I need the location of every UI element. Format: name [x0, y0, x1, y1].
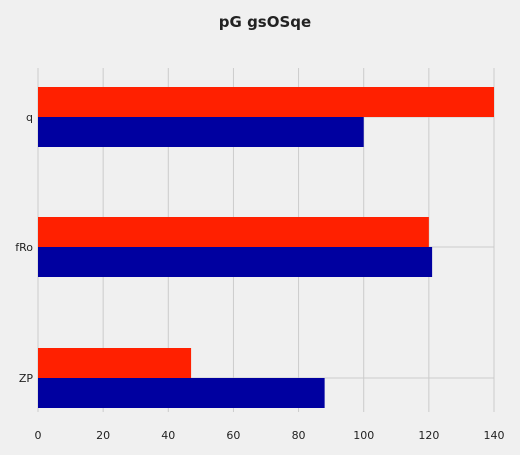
category-label: fRo: [15, 241, 33, 254]
red-bar: [38, 87, 494, 117]
red-bar: [38, 217, 429, 247]
blue-bar: [38, 378, 325, 408]
x-tick-label: 80: [292, 429, 306, 442]
chart-title: pG gsOSqe: [219, 13, 311, 31]
x-tick-label: 0: [35, 429, 42, 442]
x-tick-label: 140: [484, 429, 505, 442]
blue-bar: [38, 117, 364, 147]
x-tick-label: 20: [96, 429, 110, 442]
red-bar: [38, 348, 192, 378]
category-label: q: [26, 111, 33, 124]
bars-layer: [38, 87, 494, 408]
blue-bar: [38, 247, 433, 277]
x-tick-label: 100: [353, 429, 374, 442]
x-tick-label: 120: [418, 429, 439, 442]
labels-layer: 0 20 40 60 80 100 120 140 q fRo ZP: [15, 111, 504, 442]
category-label: ZP: [19, 372, 34, 385]
x-tick-label: 60: [226, 429, 240, 442]
x-tick-label: 40: [161, 429, 175, 442]
